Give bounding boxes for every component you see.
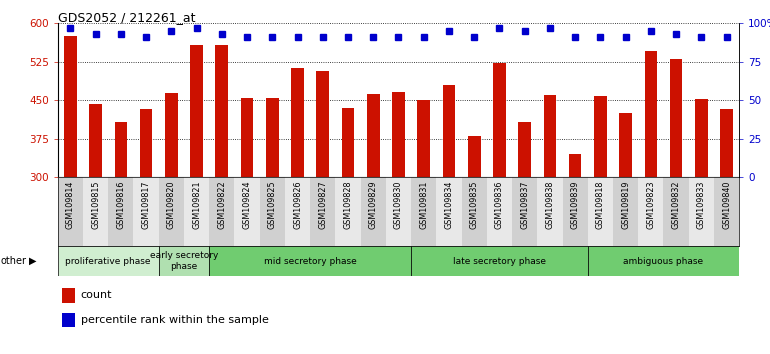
- Bar: [89, 104, 102, 331]
- Bar: [563, 177, 588, 246]
- Bar: [342, 108, 354, 331]
- Bar: [417, 100, 430, 331]
- Text: count: count: [81, 290, 112, 300]
- Bar: [209, 177, 234, 246]
- Bar: [209, 246, 411, 276]
- Bar: [266, 98, 279, 331]
- Bar: [518, 121, 531, 331]
- Text: GSM109840: GSM109840: [722, 181, 731, 229]
- Bar: [569, 154, 581, 331]
- Text: GDS2052 / 212261_at: GDS2052 / 212261_at: [58, 11, 196, 24]
- Bar: [487, 177, 512, 246]
- Bar: [62, 313, 75, 327]
- Bar: [613, 177, 638, 246]
- Bar: [184, 177, 209, 246]
- Bar: [443, 85, 455, 331]
- Text: GSM109836: GSM109836: [495, 181, 504, 229]
- Bar: [360, 177, 386, 246]
- Text: GSM109826: GSM109826: [293, 181, 302, 229]
- Bar: [234, 177, 259, 246]
- Bar: [664, 177, 688, 246]
- Text: GSM109823: GSM109823: [646, 181, 655, 229]
- Bar: [285, 177, 310, 246]
- Bar: [493, 63, 506, 331]
- Bar: [644, 51, 657, 331]
- Bar: [58, 246, 159, 276]
- Bar: [588, 246, 739, 276]
- Bar: [537, 177, 563, 246]
- Bar: [386, 177, 411, 246]
- Bar: [216, 45, 228, 331]
- Bar: [512, 177, 537, 246]
- Text: GSM109829: GSM109829: [369, 181, 378, 229]
- Bar: [544, 95, 556, 331]
- Bar: [670, 59, 682, 331]
- Bar: [83, 177, 109, 246]
- Text: GSM109814: GSM109814: [66, 181, 75, 229]
- Bar: [109, 177, 133, 246]
- Bar: [159, 246, 209, 276]
- Text: GSM109825: GSM109825: [268, 181, 276, 229]
- Text: GSM109822: GSM109822: [217, 181, 226, 229]
- Bar: [594, 96, 607, 331]
- Bar: [392, 92, 405, 331]
- Text: GSM109821: GSM109821: [192, 181, 201, 229]
- Bar: [190, 45, 203, 331]
- Bar: [688, 177, 714, 246]
- Bar: [259, 177, 285, 246]
- Text: proliferative phase: proliferative phase: [65, 257, 151, 266]
- Bar: [367, 94, 380, 331]
- Text: late secretory phase: late secretory phase: [453, 257, 546, 266]
- Bar: [165, 93, 178, 331]
- Bar: [291, 68, 304, 331]
- Bar: [720, 109, 733, 331]
- Text: other: other: [1, 256, 27, 266]
- Text: GSM109831: GSM109831: [419, 181, 428, 229]
- Text: GSM109833: GSM109833: [697, 181, 706, 229]
- Text: GSM109837: GSM109837: [521, 181, 529, 229]
- Bar: [58, 177, 83, 246]
- Bar: [62, 288, 75, 303]
- Bar: [695, 99, 708, 331]
- Bar: [140, 109, 152, 331]
- Text: GSM109835: GSM109835: [470, 181, 479, 229]
- Text: GSM109827: GSM109827: [318, 181, 327, 229]
- Text: GSM109839: GSM109839: [571, 181, 580, 229]
- Bar: [159, 177, 184, 246]
- Bar: [310, 177, 336, 246]
- Text: GSM109819: GSM109819: [621, 181, 630, 229]
- Text: GSM109820: GSM109820: [167, 181, 176, 229]
- Text: GSM109828: GSM109828: [343, 181, 353, 229]
- Bar: [619, 113, 632, 331]
- Bar: [411, 177, 437, 246]
- Text: GSM109830: GSM109830: [394, 181, 403, 229]
- Bar: [437, 177, 461, 246]
- Text: GSM109834: GSM109834: [444, 181, 454, 229]
- Text: early secretory
phase: early secretory phase: [149, 251, 218, 271]
- Text: GSM109816: GSM109816: [116, 181, 126, 229]
- Bar: [115, 121, 127, 331]
- Text: GSM109815: GSM109815: [91, 181, 100, 229]
- Bar: [336, 177, 360, 246]
- Bar: [461, 177, 487, 246]
- Bar: [468, 136, 480, 331]
- Text: percentile rank within the sample: percentile rank within the sample: [81, 315, 269, 325]
- Text: mid secretory phase: mid secretory phase: [264, 257, 357, 266]
- Text: GSM109824: GSM109824: [243, 181, 252, 229]
- Text: GSM109832: GSM109832: [671, 181, 681, 229]
- Bar: [588, 177, 613, 246]
- Bar: [64, 36, 77, 331]
- Text: GSM109817: GSM109817: [142, 181, 151, 229]
- Bar: [411, 246, 588, 276]
- Bar: [241, 98, 253, 331]
- Text: ambiguous phase: ambiguous phase: [624, 257, 704, 266]
- Text: ▶: ▶: [29, 256, 37, 266]
- Bar: [316, 71, 329, 331]
- Bar: [638, 177, 664, 246]
- Text: GSM109818: GSM109818: [596, 181, 605, 229]
- Bar: [133, 177, 159, 246]
- Text: GSM109838: GSM109838: [545, 181, 554, 229]
- Bar: [714, 177, 739, 246]
